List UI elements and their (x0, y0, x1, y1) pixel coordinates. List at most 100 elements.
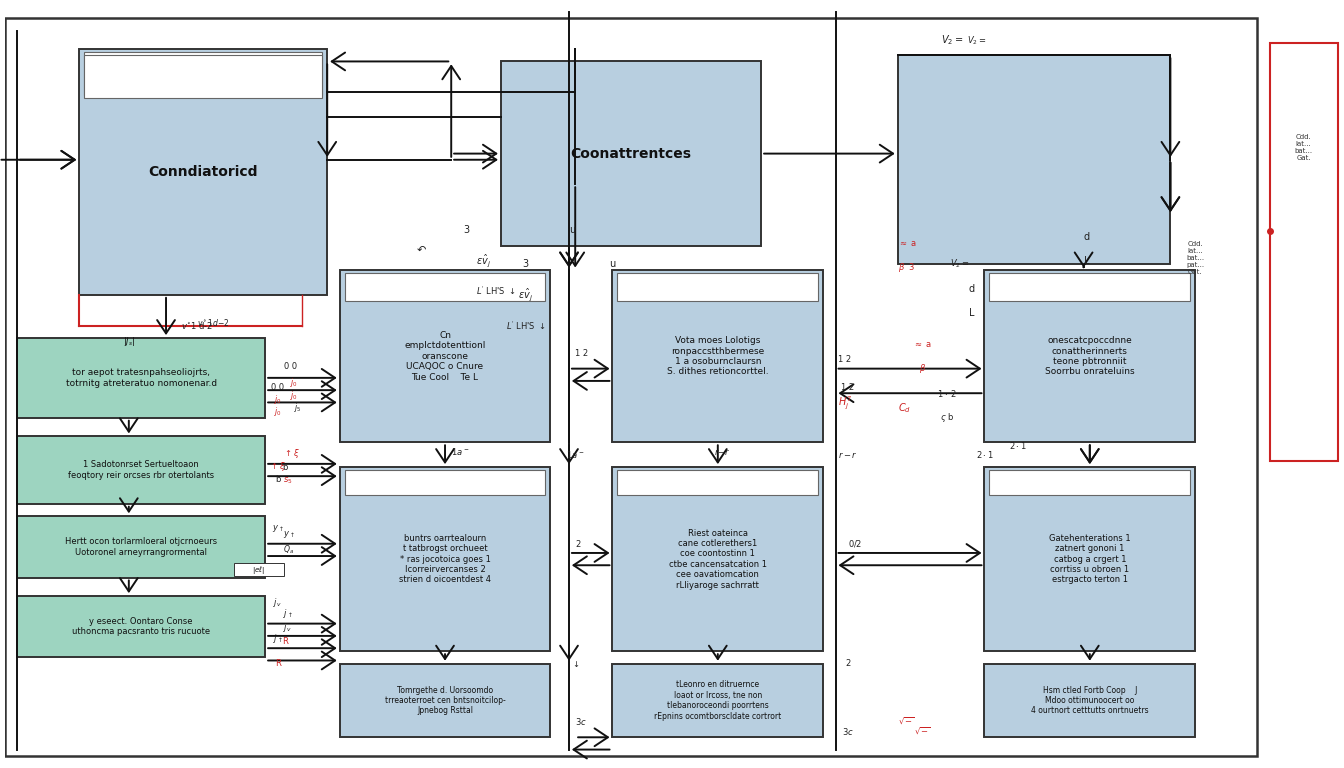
Text: $\curvearrowleft$: $\curvearrowleft$ (414, 244, 427, 254)
FancyBboxPatch shape (85, 52, 323, 95)
Text: u: u (609, 259, 616, 270)
Text: $L^{'}$ LH'S $\downarrow$: $L^{'}$ LH'S $\downarrow$ (505, 319, 546, 332)
Text: $0/2$: $0/2$ (848, 538, 863, 549)
Text: tLeonro en ditruernce
loaot or Ircoss, tne non
tlebanoroceondi poorrtens
rEpnins: tLeonro en ditruernce loaot or Ircoss, t… (655, 680, 781, 720)
Text: $r-r$: $r-r$ (839, 449, 857, 460)
Text: $j_\uparrow$: $j_\uparrow$ (282, 607, 293, 621)
Text: 3: 3 (464, 226, 470, 236)
Text: 0 0: 0 0 (271, 382, 284, 392)
Text: $1 a^-$: $1 a^-$ (566, 449, 585, 460)
Text: $j_v$: $j_v$ (273, 596, 282, 608)
Text: $H^7_j$: $H^7_j$ (839, 394, 852, 412)
Text: Gatehenterations 1
zatnert gononi 1
catbog a crgert 1
corrtiss u obroen 1
estrga: Gatehenterations 1 zatnert gononi 1 catb… (1048, 534, 1130, 584)
FancyBboxPatch shape (17, 596, 265, 657)
FancyBboxPatch shape (989, 470, 1191, 495)
Text: $j_5$: $j_5$ (294, 402, 301, 415)
Text: Hsm ctled Fortb Coop    J
Mdoo ottimunoocert oo
4 ourtnort cetttutts onrtnuetrs: Hsm ctled Fortb Coop J Mdoo ottimunoocer… (1031, 686, 1149, 715)
Text: $v^{\circ}$1 d-2: $v^{\circ}$1 d-2 (181, 320, 214, 331)
Text: $2 \cdot 1$: $2 \cdot 1$ (1009, 439, 1027, 451)
Text: $V_2 =$: $V_2 =$ (941, 33, 964, 47)
FancyBboxPatch shape (340, 270, 551, 442)
Text: Tomrgethe d. Uorsoomdo
trreaoterroet cen bntsnoitcilop-
Jpnebog Rsttal: Tomrgethe d. Uorsoomdo trreaoterroet cen… (384, 686, 505, 715)
FancyBboxPatch shape (344, 273, 546, 301)
Text: $\downarrow$: $\downarrow$ (571, 658, 579, 669)
Text: $\approx$ a: $\approx$ a (913, 339, 933, 349)
FancyBboxPatch shape (344, 470, 546, 495)
Text: b: b (282, 463, 288, 472)
Text: $\sqrt{-}$: $\sqrt{-}$ (914, 726, 930, 737)
FancyBboxPatch shape (617, 470, 818, 495)
Text: $\sqrt{-}$: $\sqrt{-}$ (898, 717, 914, 727)
Text: Cdd.
lat...
bat...
Gat.: Cdd. lat... bat... Gat. (1294, 134, 1313, 161)
Text: $\varsigma$ b: $\varsigma$ b (939, 412, 954, 424)
Text: $j_0$: $j_0$ (290, 376, 298, 389)
FancyBboxPatch shape (340, 467, 551, 651)
Text: $\beta$  3: $\beta$ 3 (898, 261, 915, 274)
Text: Conndiatoricd: Conndiatoricd (148, 165, 258, 179)
FancyBboxPatch shape (613, 467, 824, 651)
Text: Vota moes Lolotigs
ronpaccstthbermese
1 a osoburnclaursn
S. dithes retioncorttel: Vota moes Lolotigs ronpaccstthbermese 1 … (667, 336, 769, 376)
FancyBboxPatch shape (898, 55, 1171, 264)
Text: 1 2: 1 2 (575, 349, 589, 359)
Text: L: L (1083, 257, 1089, 266)
Text: $\uparrow\xi$: $\uparrow\xi$ (269, 461, 286, 473)
FancyBboxPatch shape (1270, 43, 1337, 461)
Text: 1 2: 1 2 (839, 356, 851, 365)
Text: $|J_s|$: $|J_s|$ (122, 335, 134, 348)
Text: $C_d$: $C_d$ (898, 402, 911, 415)
Text: 3: 3 (523, 259, 528, 270)
Text: R: R (282, 637, 289, 646)
Text: 1 Sadotonrset Sertueltoaon
feoqtory reir orcses rbr otertolants: 1 Sadotonrset Sertueltoaon feoqtory reir… (69, 460, 214, 480)
Text: u: u (569, 226, 575, 236)
Text: $j_0$: $j_0$ (274, 393, 282, 406)
Text: $j_0$: $j_0$ (290, 389, 298, 402)
Text: buntrs oarrtealourn
t tatbrogst orchueet
* ras jocotoica goes 1
Icorreirvercanse: buntrs oarrtealourn t tatbrogst orchueet… (399, 534, 491, 584)
Text: $j_\uparrow$: $j_\uparrow$ (273, 633, 282, 645)
Text: $V_2{=}$: $V_2{=}$ (968, 34, 986, 47)
FancyBboxPatch shape (17, 516, 265, 578)
Text: $|e\ell|$: $|e\ell|$ (253, 564, 266, 575)
Text: 2: 2 (845, 659, 851, 668)
FancyBboxPatch shape (17, 338, 265, 418)
Text: d: d (1083, 232, 1090, 242)
Text: 1 2: 1 2 (841, 382, 855, 392)
Text: $3c$: $3c$ (575, 716, 587, 727)
Text: onescatcpoccdnne
conattherinnerts
teone pbtronniit
Soorrbu onrateluins: onescatcpoccdnne conattherinnerts teone … (1046, 336, 1134, 376)
Text: y eseect. Oontaro Conse
uthoncma pacsranto tris rucuote: y eseect. Oontaro Conse uthoncma pacsran… (73, 617, 210, 637)
Text: $Q_a$: $Q_a$ (282, 544, 293, 557)
Text: L: L (969, 308, 974, 319)
Text: b: b (276, 475, 281, 484)
Text: $\varepsilon \hat{v}_j$: $\varepsilon \hat{v}_j$ (517, 286, 534, 303)
Text: $\uparrow \xi$: $\uparrow \xi$ (282, 447, 300, 460)
Text: $\beta$: $\beta$ (919, 362, 926, 375)
Text: 1 $\cdot$ 2: 1 $\cdot$ 2 (937, 388, 957, 399)
Text: $\varepsilon\hat{v}_j$: $\varepsilon\hat{v}_j$ (476, 253, 491, 269)
Text: 2: 2 (575, 540, 581, 549)
Text: Coonattrentces: Coonattrentces (570, 147, 692, 161)
FancyBboxPatch shape (989, 273, 1191, 301)
FancyBboxPatch shape (617, 273, 818, 301)
FancyBboxPatch shape (613, 664, 824, 737)
FancyBboxPatch shape (613, 270, 824, 442)
FancyBboxPatch shape (85, 55, 323, 98)
Text: R: R (274, 659, 281, 668)
Text: $\approx$ a: $\approx$ a (898, 239, 917, 248)
Text: $2 \cdot 1$: $2 \cdot 1$ (976, 449, 993, 460)
FancyBboxPatch shape (340, 664, 551, 737)
Text: 0 0: 0 0 (284, 362, 297, 371)
FancyBboxPatch shape (79, 49, 327, 295)
Text: $j_0$: $j_0$ (274, 406, 282, 418)
FancyBboxPatch shape (984, 467, 1195, 651)
FancyBboxPatch shape (17, 436, 265, 504)
Text: Riest oateinca
cane cotlerethers1
coe coontostinn 1
ctbe cancensatcation 1
cee o: Riest oateinca cane cotlerethers1 coe co… (669, 528, 767, 590)
Text: $s_5$: $s_5$ (282, 475, 292, 486)
Text: $V_2 =$: $V_2 =$ (950, 258, 969, 270)
Text: tor aepot tratesnpahseoliojrts,
totrnitg atreteratuo nomonenar.d: tor aepot tratesnpahseoliojrts, totrnitg… (66, 368, 216, 388)
FancyBboxPatch shape (501, 61, 761, 246)
Text: $y_\uparrow$: $y_\uparrow$ (282, 529, 294, 541)
Text: $r{-}r$: $r{-}r$ (714, 447, 730, 457)
Text: $1 a^-$: $1 a^-$ (452, 445, 469, 457)
Text: $v^\circ 1 d{-}2$: $v^\circ 1 d{-}2$ (198, 316, 230, 328)
Text: $L^{'}$ LH'S $\downarrow$: $L^{'}$ LH'S $\downarrow$ (476, 284, 516, 297)
Text: d: d (969, 283, 974, 294)
